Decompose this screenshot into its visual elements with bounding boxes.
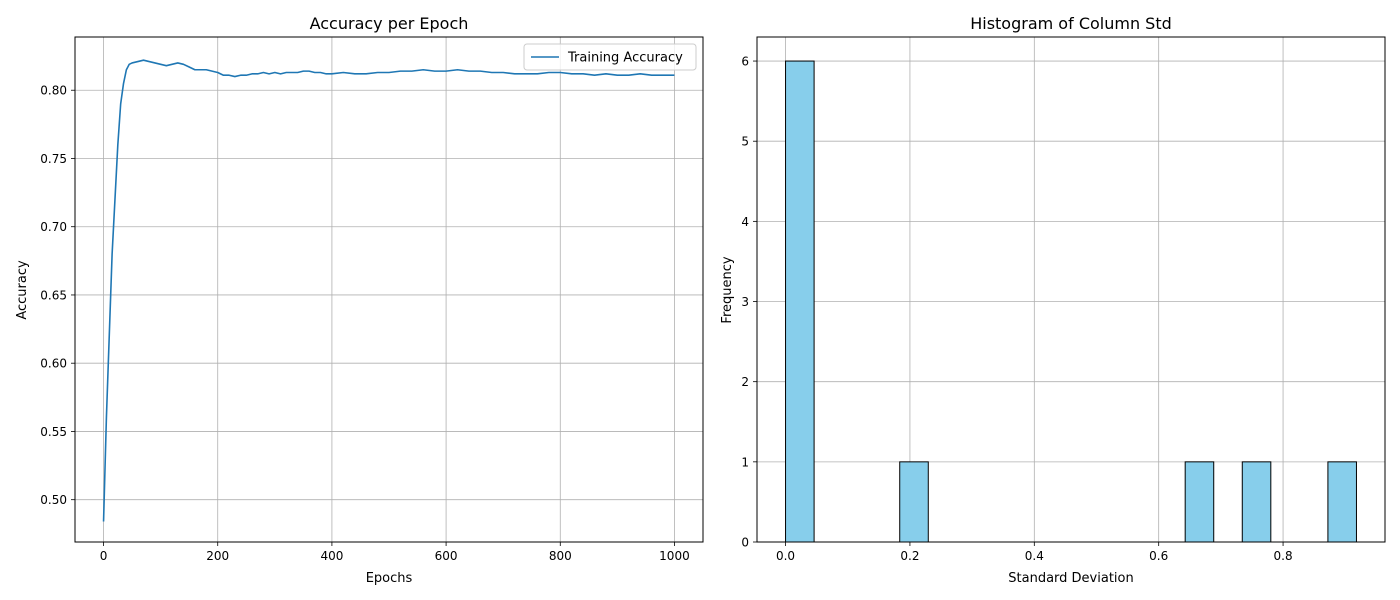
histogram-x-tick-label: 0.2 (900, 549, 919, 563)
line-chart-x-tick-label: 1000 (659, 549, 690, 563)
histogram-bars-group (785, 60, 1357, 543)
histogram-x-axis-label: Standard Deviation (1008, 571, 1133, 586)
histogram-y-tick-label: 3 (741, 295, 749, 309)
line-chart-series-group (102, 59, 675, 522)
line-chart-y-tick-label: 0.70 (40, 220, 67, 234)
histogram-axes-frame (756, 36, 1386, 543)
line-chart-x-tick-label: 0 (100, 549, 108, 563)
line-chart-x-tick-label: 400 (320, 549, 343, 563)
line-chart-y-tick-label: 0.50 (40, 493, 67, 507)
histogram-bar (899, 461, 929, 543)
legend-box (523, 43, 697, 71)
histogram-y-tick-label: 0 (741, 536, 749, 550)
line-chart-x-tick-label: 800 (549, 549, 572, 563)
histogram-ticks: 0.0 0.2 0.4 0.6 0.8 0 1 2 3 4 5 6 (741, 55, 1292, 563)
line-chart-y-tick-label: 0.75 (40, 152, 67, 166)
histogram-y-tick-label: 4 (741, 215, 749, 229)
line-chart-y-tick-label: 0.80 (40, 84, 67, 98)
histogram-bar (1241, 461, 1272, 543)
legend-label-training-accuracy: Training Accuracy (567, 51, 683, 66)
accuracy-line-chart: 0 200 400 600 800 1000 0.50 0.55 0.60 0.65 0.70 0.7… (15, 14, 704, 586)
line-chart-x-axis-label: Epochs (366, 571, 413, 586)
line-chart-y-tick-label: 0.60 (40, 357, 67, 371)
line-chart-title: Accuracy per Epoch (310, 14, 469, 33)
histogram-y-tick-label: 5 (741, 135, 749, 149)
line-chart-legend: Training Accuracy (523, 43, 697, 71)
line-chart-grid (75, 37, 703, 542)
histogram-y-tick-label: 2 (741, 375, 749, 389)
histogram-y-tick-label: 6 (741, 55, 749, 69)
histogram-x-tick-label: 0.6 (1149, 549, 1168, 563)
line-chart-y-tick-label: 0.55 (40, 425, 67, 439)
histogram-x-tick-label: 0.4 (1025, 549, 1044, 563)
std-histogram-chart: 0.0 0.2 0.4 0.6 0.8 0 1 2 3 4 5 6 Histogram of Colu… (720, 14, 1386, 586)
series-line-training-accuracy (102, 59, 675, 522)
line-chart-x-tick-label: 200 (206, 549, 229, 563)
line-chart-axes-frame (74, 36, 704, 543)
histogram-y-tick-label: 1 (741, 455, 749, 469)
histogram-y-axis-label: Frequency (720, 256, 735, 323)
histogram-x-tick-label: 0.8 (1274, 549, 1293, 563)
line-chart-y-tick-label: 0.65 (40, 288, 67, 302)
line-chart-y-axis-label: Accuracy (15, 260, 30, 320)
histogram-bar (1327, 461, 1357, 543)
line-chart-ticks: 0 200 400 600 800 1000 0.50 0.55 0.60 0.65 0.70 0.7… (40, 84, 689, 563)
histogram-x-tick-label: 0.0 (776, 549, 795, 563)
histogram-title: Histogram of Column Std (970, 14, 1172, 33)
histogram-bar (1184, 461, 1215, 543)
line-chart-x-tick-label: 600 (435, 549, 458, 563)
histogram-bar (785, 60, 815, 543)
